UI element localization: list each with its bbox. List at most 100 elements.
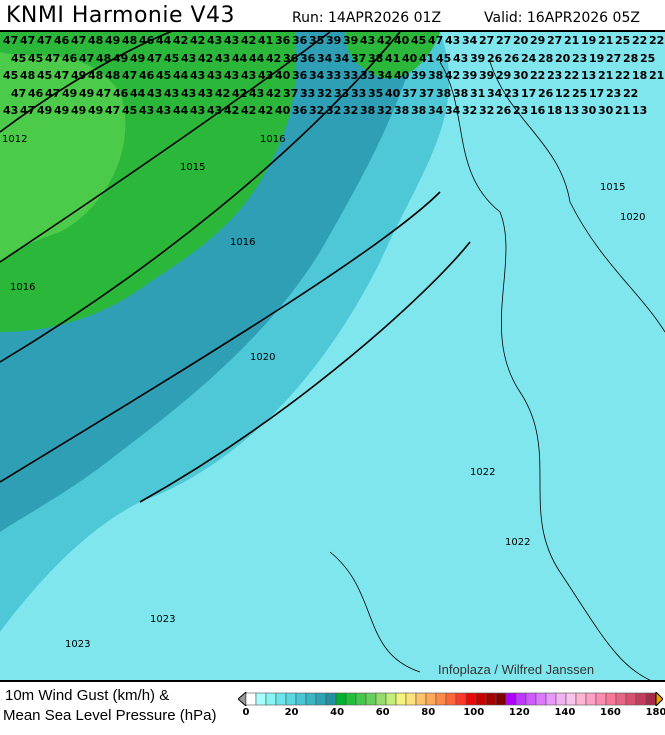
legend-title-line1: 10m Wind Gust (km/h) & [5, 687, 170, 704]
colorbar-swatch [545, 692, 557, 706]
gust-value: 32 [462, 104, 478, 117]
gust-value: 43 [224, 34, 240, 47]
colorbar-swatch [365, 692, 377, 706]
gust-value: 20 [555, 51, 571, 65]
gust-value: 43 [207, 34, 223, 47]
gust-value: 23 [513, 104, 529, 117]
gust-value: 26 [538, 86, 554, 100]
gust-value: 42 [224, 104, 240, 117]
gust-value: 36 [275, 34, 291, 47]
gust-value: 32 [317, 86, 333, 100]
gust-value: 43 [360, 34, 376, 47]
colorbar-swatch [505, 692, 517, 706]
gust-value: 17 [589, 86, 605, 100]
gust-value: 13 [564, 104, 580, 117]
gust-value: 46 [139, 34, 155, 47]
colorbar-swatch [635, 692, 647, 706]
gust-value: 49 [130, 51, 146, 65]
gust-value: 46 [54, 34, 70, 47]
gust-value: 42 [258, 104, 274, 117]
gust-value: 47 [54, 69, 70, 82]
gust-value: 24 [521, 51, 537, 65]
gust-value: 43 [241, 69, 257, 82]
gust-value: 41 [419, 51, 435, 65]
gust-value: 26 [487, 51, 503, 65]
gust-value: 49 [88, 104, 104, 117]
gust-value: 45 [164, 51, 180, 65]
gust-value: 33 [343, 69, 359, 82]
gust-value: 40 [275, 104, 291, 117]
colorbar-swatch [305, 692, 317, 706]
gust-value: 47 [79, 51, 95, 65]
legend-title-line2: Mean Sea Level Pressure (hPa) [3, 707, 217, 724]
isobar-label: 1015 [180, 162, 206, 173]
colorbar-tick: 60 [375, 707, 390, 718]
gust-value: 27 [606, 51, 622, 65]
gust-value: 43 [156, 104, 172, 117]
gust-value: 45 [37, 69, 53, 82]
gust-value: 39 [479, 69, 495, 82]
colorbar-tick: 100 [463, 707, 485, 718]
weather-map: 47 47 47 46 47 48 49 48 46 44 42 42 43 43 42 41 36 36 35 39… [0, 30, 665, 682]
gust-value: 34 [487, 86, 503, 100]
gust-value: 21 [598, 69, 614, 82]
gust-value: 42 [266, 86, 282, 100]
gust-value: 22 [615, 69, 631, 82]
gust-value: 42 [241, 34, 257, 47]
gust-value: 41 [385, 51, 401, 65]
gust-value: 20 [513, 34, 529, 47]
isobar-label: 1012 [2, 134, 28, 145]
gust-value: 34 [428, 104, 444, 117]
gust-value: 43 [181, 51, 197, 65]
gust-value: 46 [28, 86, 44, 100]
gust-value: 47 [20, 34, 36, 47]
gust-value: 43 [224, 69, 240, 82]
gust-value: 39 [326, 34, 342, 47]
gust-value: 47 [105, 104, 121, 117]
gust-value: 23 [606, 86, 622, 100]
colorbar-swatch [465, 692, 477, 706]
gust-value: 42 [215, 86, 231, 100]
gust-value: 25 [640, 51, 656, 65]
colorbar-swatch [315, 692, 327, 706]
gust-value: 21 [564, 34, 580, 47]
gust-value: 30 [581, 104, 597, 117]
gust-value: 37 [351, 51, 367, 65]
colorbar-swatch [615, 692, 627, 706]
gust-value: 43 [215, 51, 231, 65]
gust-value: 25 [572, 86, 588, 100]
app-title: KNMI Harmonie V43 [6, 3, 236, 28]
gust-value: 49 [113, 51, 129, 65]
colorbar-swatch [335, 692, 347, 706]
gust-value: 49 [54, 104, 70, 117]
gust-value: 33 [300, 86, 316, 100]
colorbar-swatch [445, 692, 457, 706]
gust-value: 36 [292, 69, 308, 82]
gust-value: 49 [71, 69, 87, 82]
gust-value: 34 [334, 51, 350, 65]
gust-value: 42 [241, 104, 257, 117]
gust-value: 43 [190, 69, 206, 82]
credit-text: Infoplaza / Wilfred Janssen [438, 662, 595, 677]
colorbar-swatch [495, 692, 507, 706]
gust-value: 25 [615, 34, 631, 47]
gust-value: 43 [198, 86, 214, 100]
colorbar-min-arrow [238, 692, 247, 706]
gust-value: 47 [71, 34, 87, 47]
gust-value: 21 [615, 104, 631, 117]
gust-value: 48 [88, 69, 104, 82]
gust-value: 26 [496, 104, 512, 117]
gust-value: 19 [581, 34, 597, 47]
gust-value: 44 [249, 51, 265, 65]
gust-value: 27 [547, 34, 563, 47]
colorbar-swatch [515, 692, 527, 706]
gust-value: 22 [623, 86, 639, 100]
gust-value: 38 [368, 51, 384, 65]
colorbar-swatch [435, 692, 447, 706]
colorbar-swatch [595, 692, 607, 706]
gust-value: 39 [411, 69, 427, 82]
gust-value: 31 [470, 86, 486, 100]
gust-value: 37 [402, 86, 418, 100]
gust-value: 46 [139, 69, 155, 82]
gust-value: 13 [632, 104, 648, 117]
